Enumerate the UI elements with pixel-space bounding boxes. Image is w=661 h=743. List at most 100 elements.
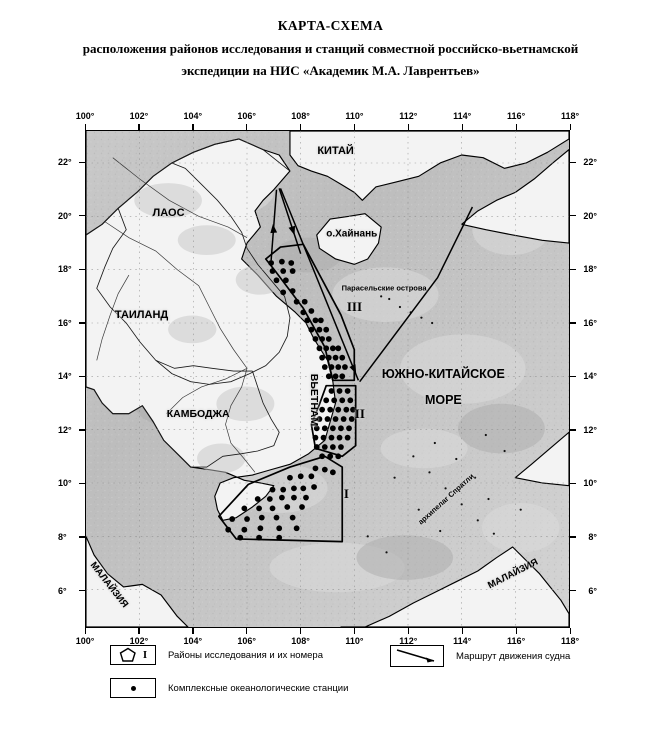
land-relief-1 [177, 225, 236, 255]
station-point-82 [300, 485, 307, 492]
sea-shade-6 [380, 428, 468, 469]
map-label-thailand: ТАИЛАНД [114, 308, 169, 321]
land-relief-4 [216, 386, 275, 422]
border-4 [86, 386, 191, 468]
x-axis-tick [192, 628, 194, 634]
x-axis-tick-label-116-top: 116° [507, 111, 526, 121]
station-point-22 [319, 336, 326, 342]
river-2 [96, 274, 130, 361]
y-axis-tick-label-14-left: 14° [58, 371, 72, 382]
islet-21 [519, 508, 522, 511]
y-axis-tick-label-8-left: 8° [58, 531, 67, 542]
y-axis-tick-label-16-left: 16° [58, 317, 72, 328]
station-point-73 [312, 465, 319, 472]
islet-19 [503, 449, 506, 453]
station-point-4 [269, 268, 276, 274]
station-point-55 [348, 416, 355, 422]
sea-dark-1 [457, 403, 545, 454]
x-axis-tick [569, 124, 571, 130]
landmass-palawan [514, 431, 569, 487]
x-axis-tick-label-114-top: 114° [453, 111, 472, 121]
station-point-105 [256, 534, 262, 541]
station-point-104 [237, 534, 244, 541]
landmass-china_se [289, 131, 569, 201]
x-axis-tick-label-104-bot: 104° [183, 636, 203, 646]
y-axis-tick [79, 161, 85, 163]
station-point-19 [316, 326, 323, 333]
station-point-61 [312, 434, 319, 441]
station-point-50 [350, 406, 356, 413]
station-point-51 [316, 416, 323, 422]
islet-18 [439, 529, 442, 533]
y-axis-tick-label-20-right: 20° [583, 210, 597, 221]
station-point-40 [336, 388, 343, 394]
region-3 [264, 243, 356, 382]
y-axis-tick-label-10-right: 10° [583, 478, 597, 489]
y-axis-tick-label-20-left: 20° [58, 210, 72, 221]
station-point-7 [273, 277, 280, 284]
station-point-20 [323, 326, 330, 333]
islet-7 [428, 471, 431, 474]
river-0 [112, 157, 248, 238]
station-point-85 [266, 496, 273, 502]
land-relief-5 [197, 443, 246, 474]
station-point-32 [321, 364, 328, 370]
islet-6 [412, 455, 415, 458]
station-point-26 [329, 345, 336, 352]
station-point-80 [280, 486, 287, 493]
x-axis-tick-label-102-top: 102° [129, 111, 149, 121]
station-point-87 [291, 494, 297, 501]
station-point-24 [316, 345, 323, 352]
route-south-arrowhead [349, 364, 357, 374]
station-point-86 [279, 494, 285, 501]
islet-4 [380, 295, 383, 298]
border-3 [190, 370, 280, 468]
x-axis-tick-label-118-bot: 118° [560, 636, 580, 646]
station-point-38 [339, 373, 346, 380]
station-point-75 [329, 469, 336, 476]
station-point-83 [311, 484, 317, 490]
border-2 [155, 359, 253, 372]
station-point-68 [329, 444, 336, 450]
station-point-84 [254, 496, 261, 502]
x-axis-tick [246, 124, 248, 130]
map-figure: 100° 100° 102° 102° 104° 104° 106° 106° 108° 108°… [58, 111, 597, 646]
route-north-in-arrowhead [288, 225, 296, 236]
y-axis-tick-label-10-left: 10° [58, 478, 72, 489]
x-axis-tick-label-100-bot: 100° [75, 636, 95, 646]
y-axis-tick-label-12-left: 12° [58, 424, 72, 435]
x-axis-tick [407, 628, 410, 634]
islet-17 [417, 508, 420, 511]
islet-11 [492, 532, 495, 535]
station-point-5 [280, 268, 287, 274]
x-axis-tick-label-100-top: 100° [75, 111, 95, 121]
x-axis-tick [353, 628, 356, 634]
landmass-luzon_w [461, 149, 569, 244]
y-axis-tick [79, 375, 85, 378]
islet-20 [484, 433, 487, 437]
station-point-64 [336, 434, 343, 441]
legend-regions-symbol: I [110, 645, 156, 665]
x-axis-tick-label-112-top: 112° [399, 111, 418, 121]
station-point-11 [293, 298, 300, 305]
station-point-39 [328, 388, 335, 394]
legend-stations: Комплексные океанологические станции [110, 678, 348, 698]
station-point-27 [335, 345, 342, 352]
x-axis-tick [461, 628, 464, 634]
x-axis-tick-label-102-bot: 102° [129, 636, 149, 646]
x-axis-tick-label-110-top: 110° [345, 111, 364, 121]
y-axis-tick [570, 590, 576, 592]
station-point-13 [300, 309, 307, 316]
y-axis-tick-label-6-left: 6° [58, 585, 67, 596]
y-axis-tick [570, 429, 576, 431]
x-axis-tick [246, 628, 248, 634]
map-region-label-2: II [354, 405, 365, 421]
station-point-1 [268, 260, 275, 266]
station-point-72 [335, 453, 342, 460]
station-point-96 [258, 514, 265, 521]
x-axis-tick [138, 124, 140, 130]
station-point-10 [289, 288, 296, 294]
map-label-cambodia: КАМБОДЖА [166, 407, 230, 420]
station-point-99 [225, 526, 232, 533]
legend-stations-label: Комплексные океанологические станции [168, 682, 349, 694]
